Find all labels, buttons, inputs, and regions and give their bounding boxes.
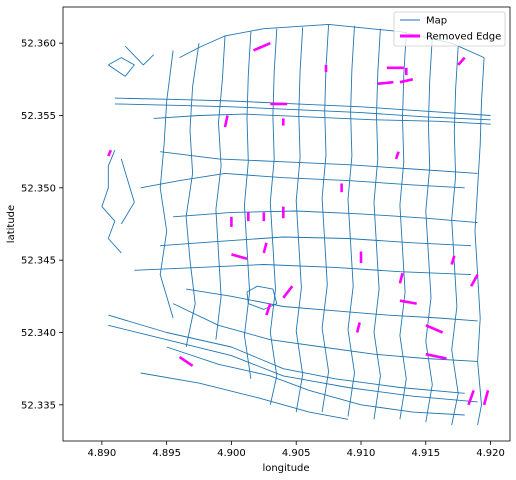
y-axis-label: latitude — [6, 205, 17, 243]
y-tick-label: 52.340 — [21, 328, 56, 339]
removed-edge-28 — [178, 356, 194, 367]
map-edge-31 — [166, 346, 465, 416]
removed-edge-24 — [265, 303, 272, 316]
y-tick-label: 52.360 — [21, 39, 56, 50]
removed-edge-series — [107, 42, 490, 406]
map-edge-32 — [246, 285, 278, 310]
removed-edge-25 — [399, 299, 417, 305]
map-edge-27 — [451, 46, 459, 426]
map-edge-3 — [114, 97, 491, 116]
removed-edge-0 — [252, 42, 271, 52]
x-axis-ticks: 4.890 4.895 4.900 4.905 4.910 4.915 4.920 — [88, 441, 505, 459]
map-edge-17 — [185, 43, 200, 348]
x-tick-label: 4.920 — [476, 448, 505, 459]
map-edge-18 — [215, 35, 226, 340]
removed-edge-5 — [399, 78, 414, 84]
map-edge-10 — [134, 264, 472, 276]
y-axis-ticks: 52.335 52.340 52.345 52.350 52.355 52.360 — [21, 39, 63, 411]
map-edge-1 — [124, 45, 155, 66]
map-edge-5 — [153, 113, 491, 125]
x-tick-label: 4.900 — [217, 448, 246, 459]
map-edge-7 — [140, 172, 465, 189]
map-edge-25 — [399, 31, 407, 420]
map-edge-13 — [140, 372, 349, 420]
removed-edge-17 — [262, 242, 268, 254]
removed-edge-11 — [394, 151, 400, 160]
map-edge-30 — [186, 288, 478, 322]
map-edge-15 — [120, 158, 135, 225]
edges-layer — [101, 23, 491, 426]
map-edge-12 — [108, 324, 478, 403]
removed-edge-22 — [469, 273, 479, 287]
removed-edge-31 — [482, 390, 490, 406]
removed-edge-20 — [398, 272, 404, 284]
map-edge-26 — [425, 37, 433, 423]
map-edge-16 — [159, 50, 174, 319]
removed-edge-23 — [282, 285, 294, 299]
map-edge-4 — [114, 103, 491, 121]
removed-edge-6 — [457, 56, 466, 66]
y-tick-label: 52.345 — [21, 256, 56, 267]
y-tick-label: 52.355 — [21, 111, 56, 122]
removed-edge-26 — [355, 322, 361, 333]
removed-edge-10 — [107, 149, 113, 157]
y-tick-label: 52.350 — [21, 183, 56, 194]
map-series — [101, 23, 491, 426]
x-axis-label: longitude — [262, 463, 309, 474]
x-tick-label: 4.910 — [347, 448, 376, 459]
map-edge-6 — [160, 151, 478, 174]
x-tick-label: 4.895 — [152, 448, 181, 459]
legend: Map Removed Edge — [393, 11, 506, 47]
legend-label-map: Map — [426, 16, 447, 27]
y-tick-label: 52.335 — [21, 400, 56, 411]
map-edge-28 — [474, 57, 485, 426]
removed-edge-27 — [425, 324, 444, 334]
x-tick-label: 4.905 — [282, 448, 311, 459]
removed-edge-2 — [377, 80, 394, 85]
map-edge-19 — [243, 31, 252, 379]
legend-label-removed-edge: Removed Edge — [426, 32, 501, 43]
map-edge-21 — [295, 27, 304, 413]
removed-edge-29 — [425, 352, 447, 360]
removed-edge-30 — [467, 389, 475, 406]
map-edge-0 — [108, 57, 135, 77]
plot-frame — [62, 6, 511, 442]
map-edge-22 — [321, 24, 330, 413]
removed-edge-8 — [223, 115, 229, 128]
map-edge-20 — [269, 28, 278, 405]
map-edge-11 — [108, 314, 465, 394]
removed-edge-21 — [450, 255, 456, 265]
removed-edge-19 — [231, 253, 248, 260]
map-edge-14 — [101, 150, 122, 254]
map-edge-8 — [173, 210, 478, 224]
map-edge-9 — [160, 236, 472, 247]
x-tick-label: 4.915 — [411, 448, 440, 459]
legend-box — [393, 11, 506, 47]
x-tick-label: 4.890 — [88, 448, 117, 459]
map-edge-29 — [172, 303, 478, 362]
